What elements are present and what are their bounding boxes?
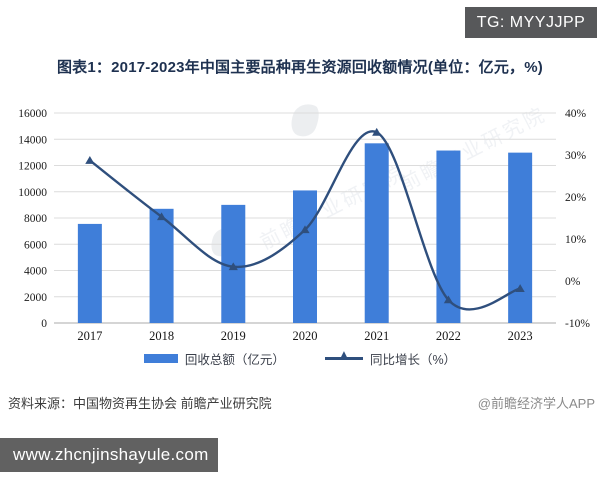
svg-text:40%: 40% <box>565 108 587 120</box>
svg-text:20%: 20% <box>565 192 587 204</box>
credit-text: @前瞻经济学人APP <box>477 396 595 411</box>
svg-text:10000: 10000 <box>18 187 47 199</box>
svg-text:2000: 2000 <box>24 292 47 304</box>
svg-text:-10%: -10% <box>565 318 590 330</box>
legend-item-line: ▲ 同比增长（%） <box>324 349 457 368</box>
svg-text:10%: 10% <box>565 234 587 246</box>
bar-swatch-icon <box>143 354 178 363</box>
svg-text:2022: 2022 <box>436 329 461 343</box>
chart-legend: 回收总额（亿元） ▲ 同比增长（%） <box>0 349 600 368</box>
page-title: 图表1：2017-2023年中国主要品种再生资源回收额情况(单位：亿元，%) <box>56 59 543 76</box>
svg-text:0%: 0% <box>565 276 581 288</box>
svg-text:14000: 14000 <box>18 134 47 146</box>
svg-text:30%: 30% <box>565 150 587 162</box>
footer: 资料来源：中国物资再生协会 前瞻产业研究院 @前瞻经济学人APP <box>8 393 595 412</box>
svg-text:12000: 12000 <box>18 161 47 173</box>
watermark-url-bar: www.zhcnjinshayule.com <box>0 438 218 472</box>
legend-bar-label: 回收总额（亿元） <box>184 353 285 367</box>
svg-text:16000: 16000 <box>18 108 47 120</box>
svg-text:2021: 2021 <box>364 329 389 343</box>
legend-line-label: 同比增长（%） <box>369 353 457 367</box>
combo-chart: 0 2000 4000 6000 8000 10000 12000 14000 16000 -10… <box>18 108 590 343</box>
line-swatch-icon: ▲ <box>324 349 363 360</box>
chart-area: 前瞻产业研究院 前瞻产业研究院 0 2000 4000 6000 8000 10000 12… <box>0 95 600 351</box>
triangle-marker-icon: ▲ <box>338 348 349 360</box>
svg-text:2023: 2023 <box>508 329 533 343</box>
source-text: 资料来源：中国物资再生协会 前瞻产业研究院 <box>8 396 272 411</box>
svg-text:8000: 8000 <box>24 213 47 225</box>
svg-text:0: 0 <box>41 318 47 330</box>
tg-badge: TG: MYYJJPP <box>465 7 597 38</box>
svg-text:2020: 2020 <box>293 329 318 343</box>
svg-text:2017: 2017 <box>77 329 102 343</box>
legend-item-bars: 回收总额（亿元） <box>143 349 285 368</box>
svg-text:6000: 6000 <box>24 239 47 251</box>
svg-text:2019: 2019 <box>221 329 246 343</box>
svg-text:4000: 4000 <box>24 266 47 278</box>
svg-text:2018: 2018 <box>149 329 174 343</box>
